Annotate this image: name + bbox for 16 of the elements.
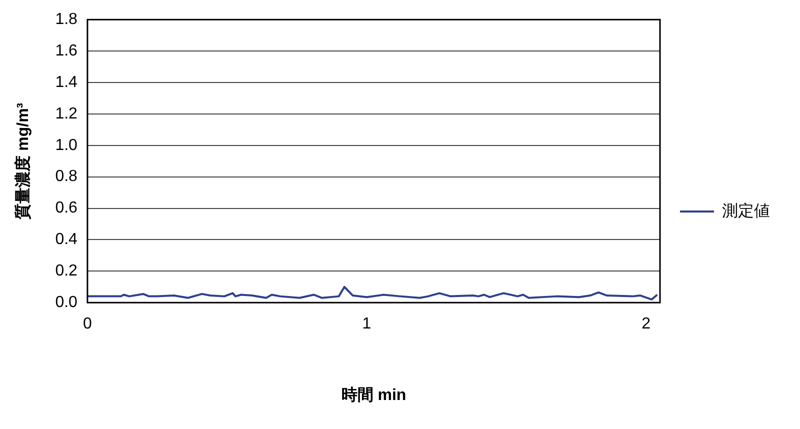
- y-axis-title: 質量濃度 mg/m³: [13, 102, 32, 220]
- y-tick-label: 0.0: [55, 294, 78, 312]
- y-tick-label: 1.4: [55, 74, 78, 91]
- y-tick-label: 0.8: [55, 168, 78, 186]
- x-tick-label: 0: [82, 316, 92, 333]
- y-tick-label: 0.6: [55, 200, 78, 217]
- y-tick-label: 1.8: [55, 11, 78, 28]
- x-tick-label: 1: [362, 316, 372, 333]
- y-tick-label: 0.4: [55, 231, 78, 248]
- y-tick-label: 1.6: [55, 42, 78, 60]
- y-tick-label: 1.2: [55, 105, 78, 122]
- x-tick-label: 2: [642, 316, 651, 333]
- legend-label: 測定値: [722, 202, 770, 220]
- y-tick-label: 0.2: [55, 262, 78, 280]
- x-axis-title: 時間 min: [341, 386, 406, 404]
- y-tick-label: 1.0: [55, 136, 78, 154]
